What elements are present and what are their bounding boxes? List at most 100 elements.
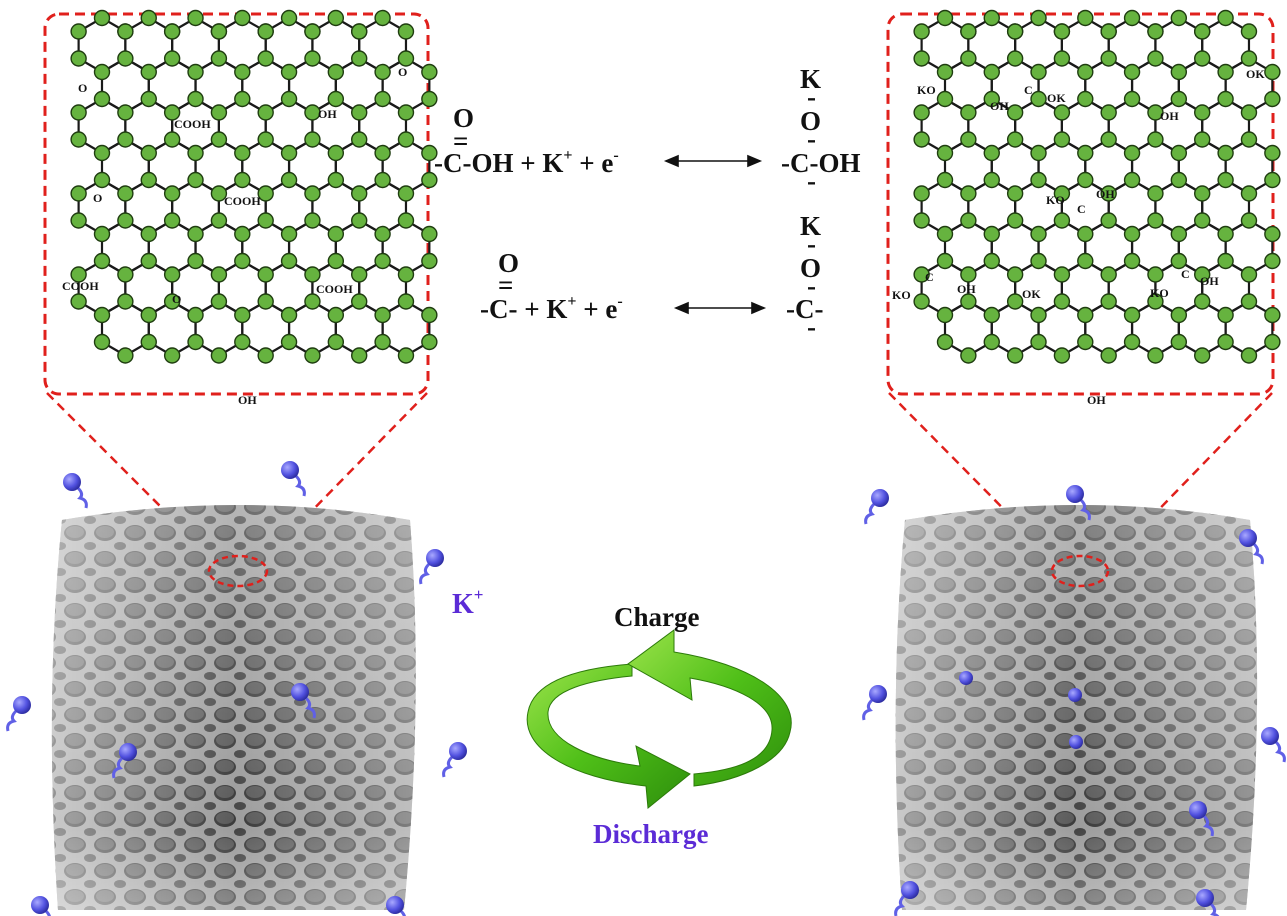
carbon-atom bbox=[1147, 50, 1164, 67]
carbon-atom bbox=[140, 63, 157, 81]
ion-motion-trail bbox=[419, 562, 431, 585]
potassium-ion bbox=[864, 489, 889, 525]
carbon-atom bbox=[1030, 225, 1047, 243]
ion-motion-trail bbox=[304, 696, 316, 719]
r2-oxygen: O bbox=[800, 253, 821, 283]
carbon-atom bbox=[1006, 266, 1024, 283]
ion-sphere bbox=[871, 489, 889, 507]
carbon-atom bbox=[421, 144, 438, 162]
ion-motion-trail bbox=[44, 909, 51, 916]
ion-sphere bbox=[1189, 801, 1207, 819]
carbon-atom bbox=[93, 252, 111, 270]
carbon-atom bbox=[983, 144, 1000, 162]
carbon-atom bbox=[93, 171, 111, 189]
potassium-ion bbox=[959, 671, 973, 685]
carbon-atom bbox=[257, 266, 274, 283]
carbon-atom bbox=[1217, 9, 1234, 27]
carbon-atom bbox=[1030, 252, 1047, 270]
carbon-atom bbox=[140, 333, 157, 351]
ion-sphere bbox=[1066, 485, 1084, 503]
carbon-atom bbox=[913, 293, 930, 310]
carbon-atom bbox=[1240, 266, 1258, 283]
r2-electron-charge: - bbox=[617, 293, 622, 310]
carbon-atom bbox=[960, 23, 977, 40]
r1-bond-c-down: - bbox=[807, 166, 816, 196]
carbon-atom bbox=[960, 212, 977, 229]
carbon-atom bbox=[421, 333, 438, 351]
carbon-atom bbox=[1123, 252, 1141, 270]
ion-sphere bbox=[119, 743, 137, 761]
carbon-atom bbox=[1217, 225, 1234, 243]
carbon-atom bbox=[304, 104, 321, 121]
carbon-atom bbox=[351, 266, 368, 283]
carbon-atom bbox=[1147, 104, 1164, 121]
carbon-atom bbox=[374, 225, 391, 243]
carbon-atom bbox=[1217, 306, 1234, 324]
carbon-atom bbox=[1240, 293, 1258, 310]
carbon-atom bbox=[1100, 131, 1117, 148]
lattice-atoms bbox=[913, 9, 1281, 364]
carbon-atom bbox=[1170, 306, 1188, 324]
carbon-atom bbox=[70, 212, 87, 229]
carbon-atom bbox=[1100, 104, 1117, 121]
carbon-atom bbox=[351, 347, 368, 364]
ion-motion-trail bbox=[1202, 814, 1214, 837]
carbon-atom bbox=[210, 293, 228, 310]
carbon-atom bbox=[1030, 90, 1047, 108]
carbon-atom bbox=[421, 306, 438, 324]
carbon-atom bbox=[960, 293, 977, 310]
carbon-atom bbox=[93, 9, 111, 27]
carbon-atom bbox=[304, 131, 321, 148]
carbon-atom bbox=[936, 225, 954, 243]
r1-electron-charge: - bbox=[613, 147, 618, 164]
functional-group-label: OH bbox=[1096, 187, 1115, 201]
right-carbon-lattice bbox=[913, 9, 1281, 364]
ion-motion-trail bbox=[1252, 542, 1264, 565]
carbon-atom bbox=[257, 347, 274, 364]
right-zoom-circle bbox=[1050, 554, 1110, 588]
carbon-atom bbox=[1240, 212, 1258, 229]
r2-carbonyl-o: O bbox=[498, 248, 519, 278]
functional-group-label: COOH bbox=[224, 194, 261, 208]
ion-motion-trail bbox=[894, 894, 906, 916]
carbon-atom bbox=[351, 212, 368, 229]
carbon-atom bbox=[983, 90, 1000, 108]
reaction-carbonyl: O = -C- + K+ + e- K - O - -C- - bbox=[480, 211, 823, 342]
carbon-atom bbox=[327, 333, 345, 351]
carbon-atom bbox=[1170, 252, 1188, 270]
r1-carbonyl-o: O bbox=[453, 103, 474, 133]
potassium-ion bbox=[1196, 889, 1220, 916]
carbon-atom bbox=[210, 185, 228, 202]
carbon-atom bbox=[1240, 347, 1258, 364]
potassium-ion bbox=[31, 896, 51, 916]
carbon-atom bbox=[304, 293, 321, 310]
carbon-atom bbox=[1240, 23, 1258, 40]
carbon-atom bbox=[1170, 225, 1188, 243]
functional-group-label: OK bbox=[1047, 91, 1066, 105]
carbon-atom bbox=[304, 23, 321, 40]
carbon-atom bbox=[140, 144, 157, 162]
carbon-atom bbox=[1194, 347, 1211, 364]
functional-group-label: OH bbox=[238, 393, 257, 407]
carbon-atom bbox=[1077, 144, 1094, 162]
carbon-atom bbox=[1077, 306, 1094, 324]
carbon-atom bbox=[304, 266, 321, 283]
carbon-atom bbox=[960, 347, 977, 364]
carbon-atom bbox=[1264, 90, 1281, 108]
carbon-atom bbox=[936, 144, 954, 162]
potassium-ion bbox=[291, 683, 316, 719]
potassium-ion bbox=[63, 473, 88, 509]
carbon-atom bbox=[117, 50, 134, 67]
carbon-atom bbox=[93, 225, 111, 243]
left-zoom-circle bbox=[207, 554, 269, 588]
carbon-atom bbox=[304, 185, 321, 202]
carbon-atom bbox=[210, 131, 228, 148]
carbon-atom bbox=[421, 171, 438, 189]
functional-group-label: OH bbox=[990, 99, 1009, 113]
carbon-atom bbox=[1123, 333, 1141, 351]
carbon-atom bbox=[1147, 212, 1164, 229]
carbon-atom bbox=[327, 225, 345, 243]
carbon-atom bbox=[117, 293, 134, 310]
carbon-atom bbox=[936, 306, 954, 324]
carbon-atom bbox=[70, 104, 87, 121]
